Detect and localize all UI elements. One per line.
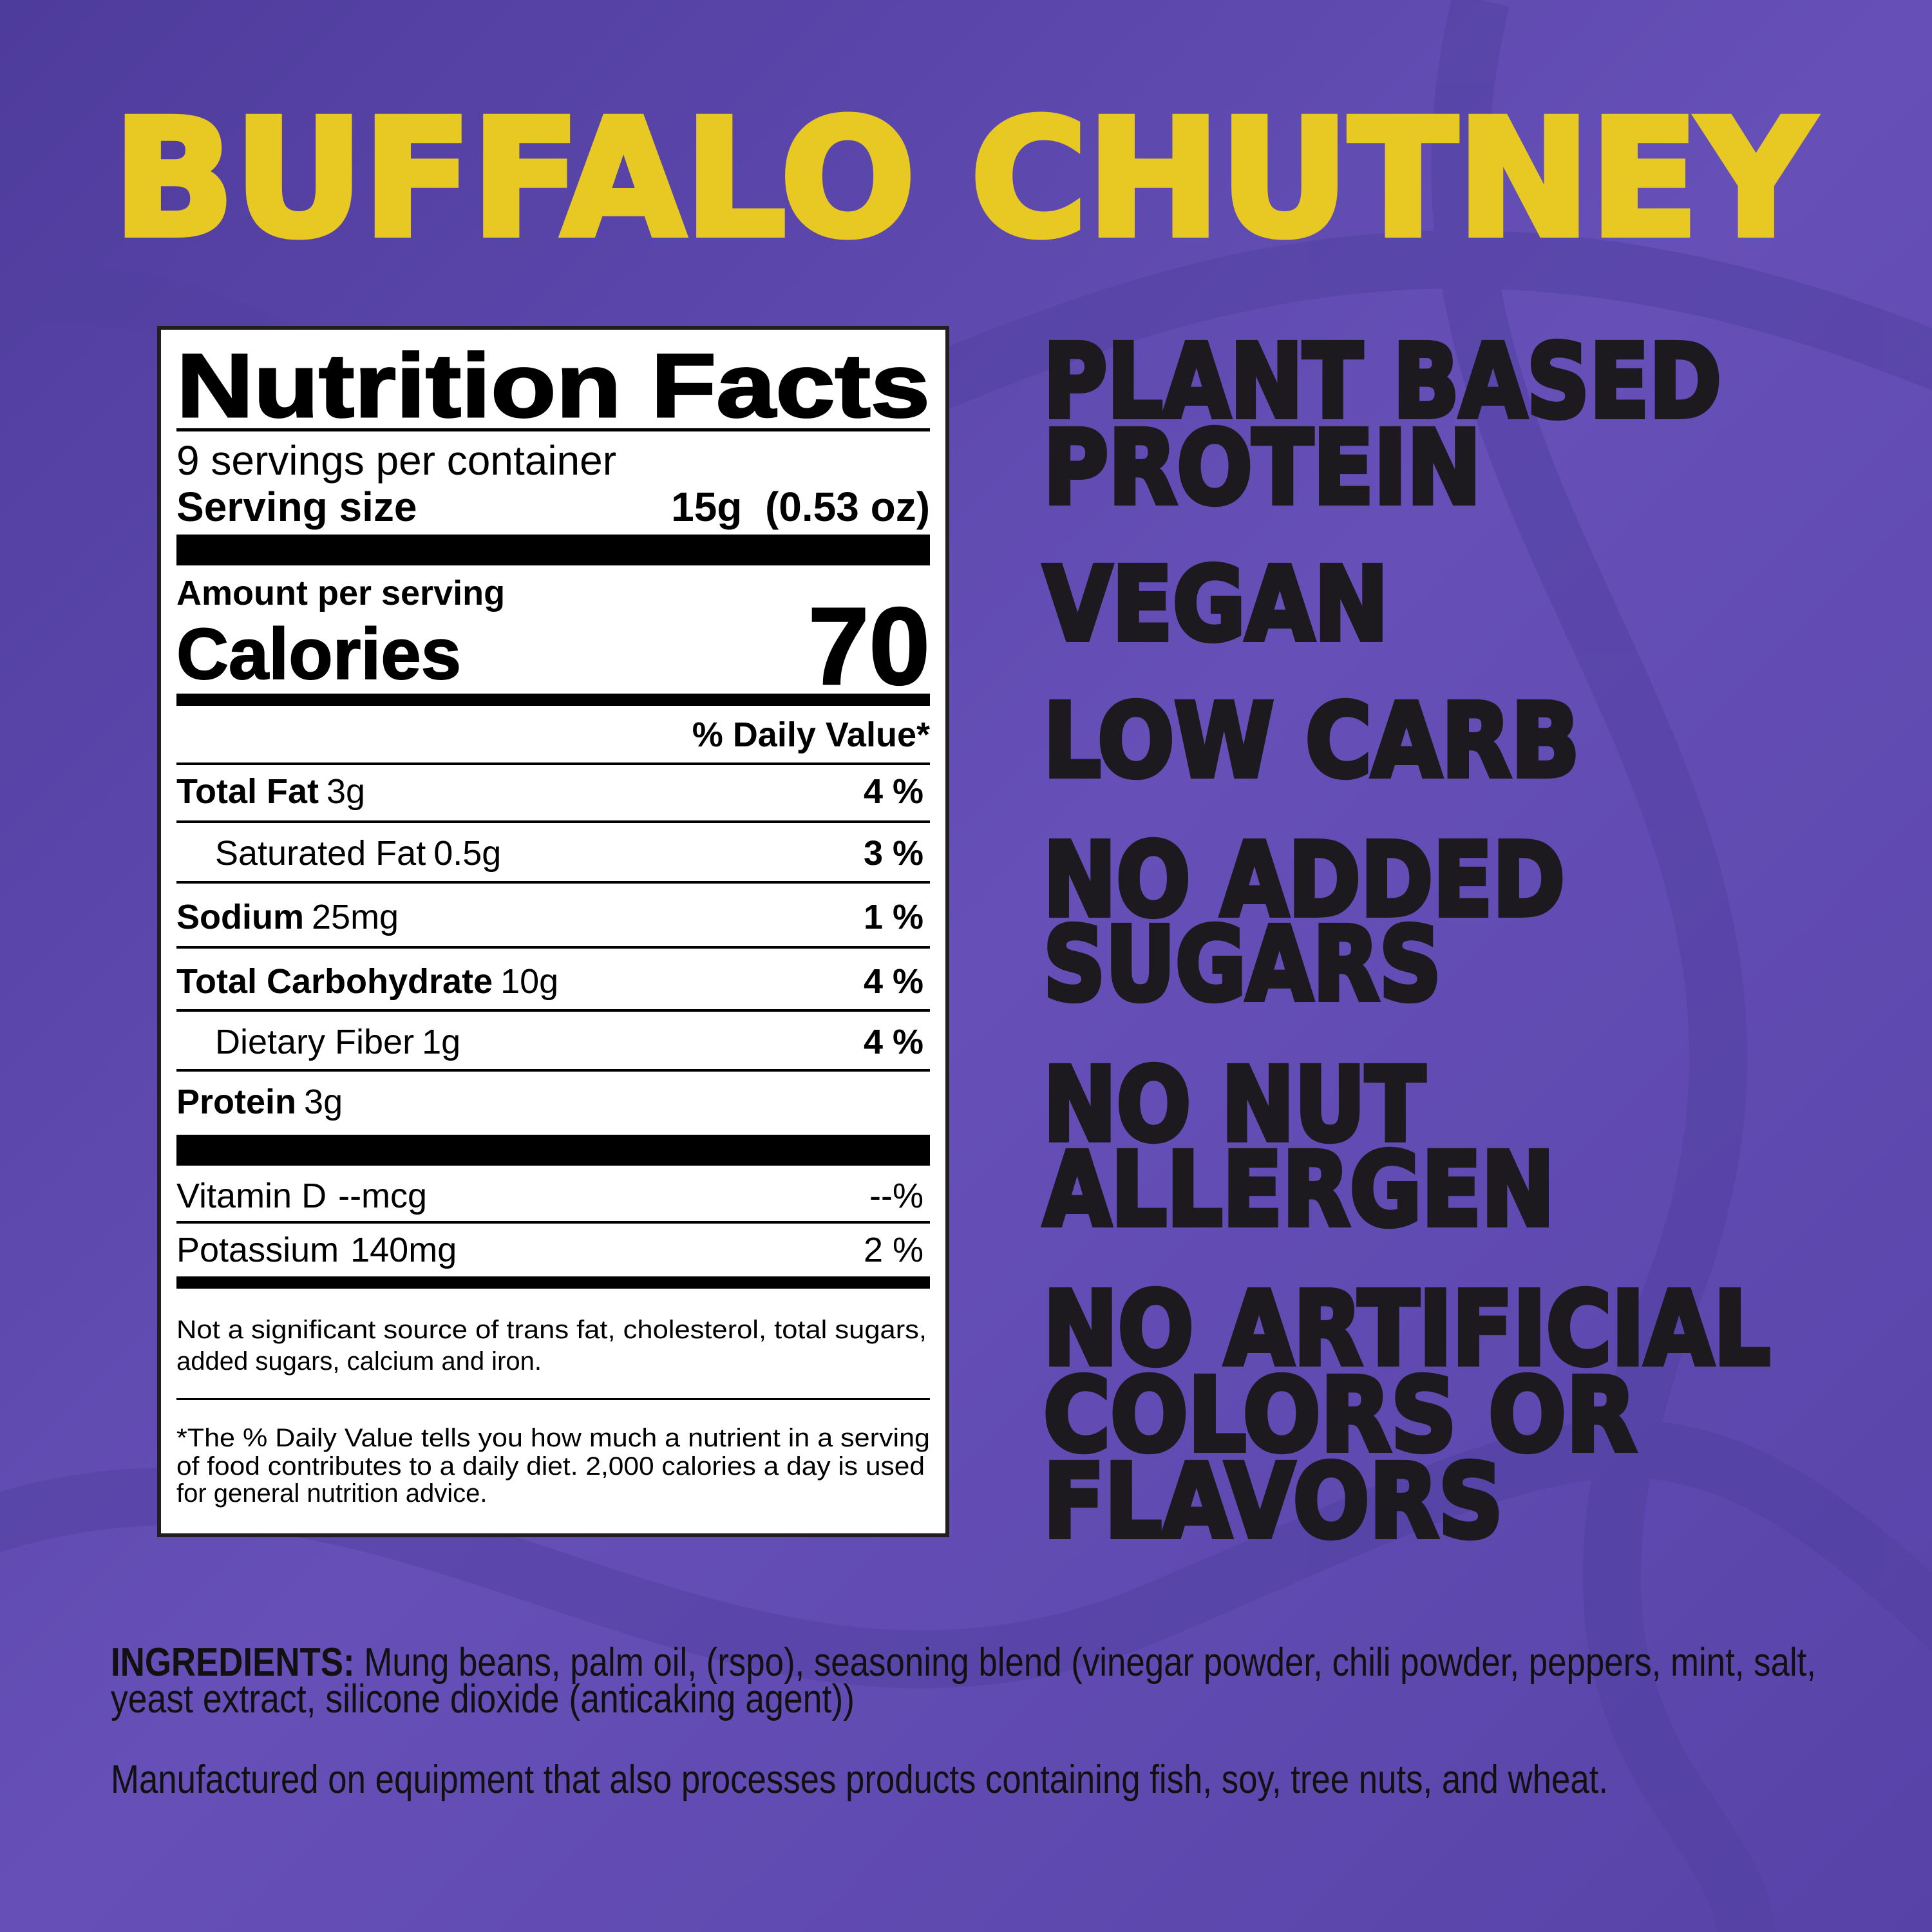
claim-line: VEGAN xyxy=(1043,545,1388,664)
claim-line: LOW CARB xyxy=(1043,682,1580,800)
serving-size-label: Serving size xyxy=(176,484,417,530)
vitamin-row: Vitamin D --mcg xyxy=(176,1177,427,1215)
claim-line: PROTEIN xyxy=(1043,409,1481,527)
divider xyxy=(176,762,930,765)
ingredients-line-1: INGREDIENTS: Mung beans, palm oil, (rspo… xyxy=(111,1640,1816,1685)
medium-divider xyxy=(176,694,930,706)
daily-value-header: % Daily Value* xyxy=(692,715,930,754)
thick-divider xyxy=(176,1135,930,1166)
vitamin-amount: 140mg xyxy=(350,1231,457,1269)
divider xyxy=(176,820,930,823)
amount-per-serving: Amount per serving xyxy=(176,574,505,612)
claim-line: ALLERGEN xyxy=(1043,1131,1555,1249)
serving-size-value: 15g (0.53 oz) xyxy=(671,484,930,530)
footnote-line: of food contributes to a daily diet. 2,0… xyxy=(176,1452,925,1481)
vitamin-daily-value: --% xyxy=(869,1177,923,1215)
nutrient-name: Total Carbohydrate xyxy=(176,962,493,1001)
nutrition-heading: Nutrition Facts xyxy=(176,335,930,436)
vitamin-name: Vitamin D xyxy=(176,1177,327,1215)
claim-line: NO ADDED xyxy=(1043,821,1565,940)
claim-line: SUGARS xyxy=(1043,905,1441,1024)
nutrient-row: Total Fat 3g xyxy=(176,772,365,811)
nutrient-amount: 1g xyxy=(422,1023,460,1061)
claim-line: PLANT BASED xyxy=(1043,323,1721,441)
divider xyxy=(176,1069,930,1072)
nutrient-row: Sodium 25mg xyxy=(176,898,399,936)
claim-line: FLAVORS xyxy=(1043,1443,1503,1561)
nutrient-daily-value: 4 % xyxy=(864,1023,923,1061)
ingredients-text: Mung beans, palm oil, (rspo), seasoning … xyxy=(364,1640,1816,1685)
nutrient-amount: 25mg xyxy=(312,898,399,936)
nutrient-name: Saturated Fat xyxy=(215,834,426,873)
product-title: BUFFALO CHUTNEY xyxy=(113,85,1815,272)
calories-label: Calories xyxy=(176,614,461,694)
vitamin-daily-value: 2 % xyxy=(864,1231,923,1269)
nutrient-name: Protein xyxy=(176,1083,296,1121)
divider xyxy=(176,1221,930,1224)
calories-value: 70 xyxy=(808,585,930,708)
divider xyxy=(176,1398,930,1400)
claim-line: COLORS OR xyxy=(1043,1356,1636,1475)
nutrient-daily-value: 3 % xyxy=(864,834,923,873)
nutrient-name: Dietary Fiber xyxy=(215,1023,414,1061)
note-line: Not a significant source of trans fat, c… xyxy=(176,1316,927,1344)
nutrient-row: Dietary Fiber 1g xyxy=(215,1023,460,1061)
vitamin-name: Potassium xyxy=(176,1231,339,1269)
footnote-line: *The % Daily Value tells you how much a … xyxy=(176,1424,930,1452)
vitamin-row: Potassium 140mg xyxy=(176,1231,457,1269)
nutrient-row: Protein 3g xyxy=(176,1083,343,1121)
nutrient-amount: 10g xyxy=(500,962,558,1001)
nutrition-facts-label: Nutrition Facts 9 servings per container… xyxy=(157,326,949,1537)
nutrient-amount: 3g xyxy=(304,1083,343,1121)
nutrient-name: Total Fat xyxy=(176,772,319,811)
divider xyxy=(176,428,930,431)
divider xyxy=(176,881,930,884)
footnote-line: for general nutrition advice. xyxy=(176,1479,488,1508)
claim-line: NO ARTIFICIAL xyxy=(1043,1270,1770,1388)
nutrient-name: Sodium xyxy=(176,898,304,936)
note-line: added sugars, calcium and iron. xyxy=(176,1347,542,1376)
divider xyxy=(176,1009,930,1012)
nutrient-amount: 3g xyxy=(327,772,365,811)
ingredients-line-2: yeast extract, silicone dioxide (anticak… xyxy=(111,1677,855,1721)
nutrient-daily-value: 4 % xyxy=(864,962,923,1001)
allergen-statement: Manufactured on equipment that also proc… xyxy=(111,1757,1608,1802)
vitamin-amount: --mcg xyxy=(338,1177,427,1215)
ingredients-label: INGREDIENTS: xyxy=(111,1640,355,1685)
ingredients-section: INGREDIENTS: Mung beans, palm oil, (rspo… xyxy=(111,1640,1816,1802)
nutrient-daily-value: 1 % xyxy=(864,898,923,936)
nutrient-amount: 0.5g xyxy=(433,834,501,873)
servings-per-container: 9 servings per container xyxy=(176,437,616,484)
nutrient-row: Saturated Fat 0.5g xyxy=(215,834,501,873)
divider xyxy=(176,946,930,949)
nutrient-daily-value: 4 % xyxy=(864,772,923,811)
nutrient-row: Total Carbohydrate 10g xyxy=(176,962,558,1001)
label-box xyxy=(157,326,949,1537)
medium-divider xyxy=(176,1276,930,1289)
claim-line: NO NUT xyxy=(1043,1046,1425,1164)
thick-divider xyxy=(176,535,930,565)
